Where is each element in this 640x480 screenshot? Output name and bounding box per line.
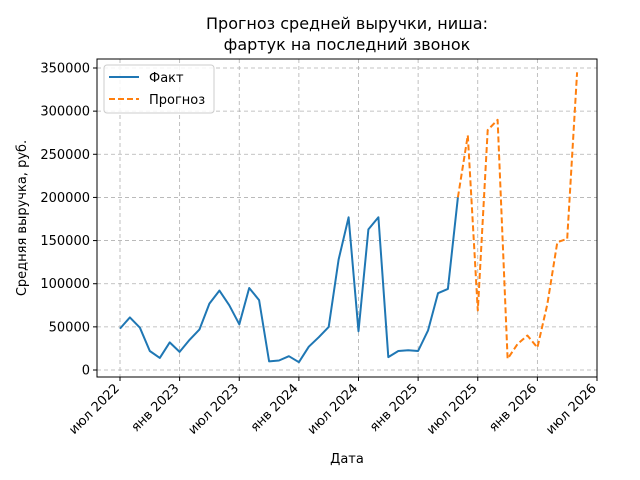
y-tick-label: 300000 [40,105,90,120]
y-tick-label: 250000 [40,148,90,163]
x-tick-label: июл 2026 [543,381,600,438]
y-axis-label: Средняя выручка, руб. [15,140,30,296]
series-line-fact [119,197,459,364]
legend-label-fact: Факт [149,71,184,86]
x-axis-ticks: июл 2022 янв 2023 июл 2023 янв 2024 июл 2024… [66,377,600,438]
legend: Факт Прогноз [103,64,215,114]
x-tick-label: янв 2026 [486,381,540,435]
x-tick-label: июл 2023 [186,381,243,438]
x-tick-label: июл 2025 [424,381,481,438]
x-tick-label: июл 2022 [66,381,123,438]
series-line-forecast [456,72,579,360]
legend-label-forecast: Прогноз [149,93,205,108]
grid-lines [97,59,598,377]
y-axis-ticks: 0 50000 100000 150000 200000 250000 300000 3500… [40,62,97,379]
y-tick-label: 50000 [49,320,90,335]
y-tick-label: 350000 [40,62,90,77]
x-axis-label: Дата [330,452,364,467]
y-tick-label: 200000 [40,191,90,206]
x-tick-label: янв 2025 [367,381,421,435]
y-tick-label: 100000 [40,277,90,292]
x-tick-label: янв 2024 [248,381,302,435]
chart-title-line2: фартук на последний звонок [224,35,471,54]
x-tick-label: июл 2024 [305,381,362,438]
chart-title-line1: Прогноз средней выручки, ниша: [206,14,488,33]
y-tick-label: 0 [82,364,90,379]
x-tick-label: янв 2023 [129,381,183,435]
y-tick-label: 150000 [40,234,90,249]
series-lines [119,72,579,364]
plot-frame [96,58,598,378]
